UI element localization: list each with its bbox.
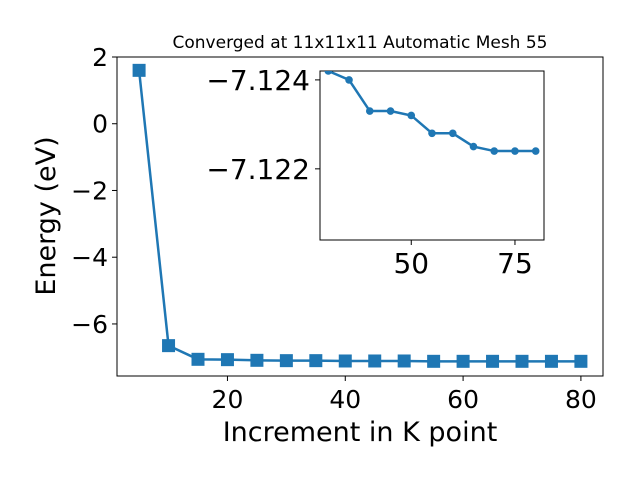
main-data-point <box>338 354 352 368</box>
inset-data-point <box>448 129 457 138</box>
inset-y-tick-label: −7.122 <box>206 153 310 186</box>
main-data-point <box>427 354 441 368</box>
main-data-point <box>162 339 176 353</box>
y-tick-label: −6 <box>71 310 108 339</box>
main-y-ticks: 2 0 −2 −4 −6 <box>71 43 117 339</box>
inset-data-point <box>469 142 478 151</box>
inset-plot-frame <box>319 70 545 241</box>
inset-data-point <box>428 129 436 138</box>
x-axis-label: Increment in K point <box>223 417 498 448</box>
chart-title: Converged at 11x11x11 Automatic Mesh 55 <box>173 33 548 53</box>
inset-y-ticks: −7.124 −7.122 <box>206 64 320 186</box>
x-tick-label: 80 <box>565 385 597 414</box>
main-plot-frame <box>116 56 604 377</box>
main-data-point <box>309 354 323 368</box>
inset-data-point <box>511 147 519 155</box>
inset-x-tick-label: 75 <box>497 247 533 280</box>
y-axis-label: Energy (eV) <box>31 136 62 295</box>
y-tick-label: 2 <box>92 43 108 72</box>
inset-data-point <box>386 107 395 115</box>
x-tick-label: 40 <box>329 385 361 414</box>
inset-series-group <box>324 71 540 155</box>
inset-data-point <box>324 71 333 75</box>
main-data-point <box>220 353 234 367</box>
main-x-ticks: 20 40 60 80 <box>212 376 597 414</box>
main-data-point <box>250 353 264 367</box>
y-tick-label: 0 <box>92 110 108 139</box>
main-data-point <box>544 354 558 368</box>
inset-data-point <box>407 111 416 120</box>
x-tick-label: 20 <box>212 385 244 414</box>
inset-y-tick-label: −7.124 <box>206 64 310 97</box>
y-tick-label: −2 <box>71 176 108 205</box>
main-series-line <box>137 70 581 363</box>
x-tick-label: 60 <box>447 385 479 414</box>
inset-chart: −7.124 −7.122 50 75 <box>206 64 545 280</box>
inset-data-point <box>345 76 353 84</box>
main-data-point <box>515 354 529 368</box>
main-data-point <box>397 354 411 368</box>
main-data-point <box>279 354 293 368</box>
inset-data-point <box>490 147 499 155</box>
inset-x-tick-label: 50 <box>393 247 429 280</box>
inset-series <box>324 71 540 155</box>
main-data-point <box>191 352 205 366</box>
y-tick-label: −4 <box>71 243 108 272</box>
main-series <box>132 63 588 368</box>
main-data-point <box>368 354 382 368</box>
main-data-point <box>486 354 500 368</box>
main-data-point <box>574 354 588 368</box>
inset-x-ticks: 50 75 <box>393 240 533 280</box>
main-chart: Converged at 11x11x11 Automatic Mesh 55 … <box>31 33 604 448</box>
inset-data-point <box>531 147 540 155</box>
main-data-point <box>456 354 470 368</box>
main-data-point <box>132 63 146 77</box>
inset-data-point <box>365 107 374 115</box>
